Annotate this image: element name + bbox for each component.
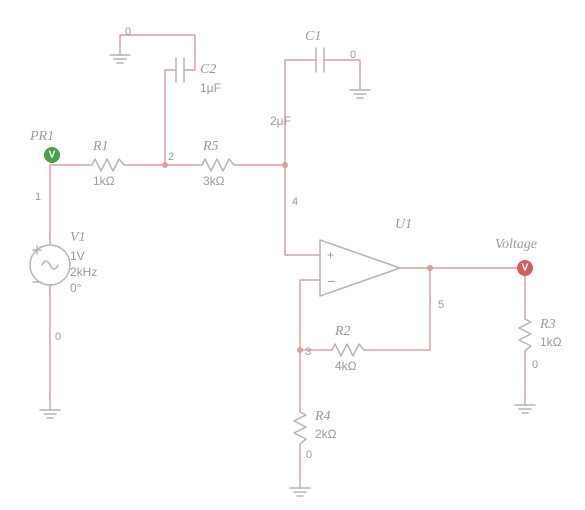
r5-name: R5 — [202, 139, 219, 154]
svg-text:0: 0 — [55, 331, 61, 343]
svg-text:V: V — [522, 263, 529, 274]
v1-val2: 2kHz — [70, 265, 97, 279]
v1-name: V1 — [70, 230, 86, 245]
c2-value: 1μF — [200, 81, 221, 95]
r1-name: R1 — [92, 139, 109, 154]
svg-text:5: 5 — [438, 299, 444, 311]
svg-text:0: 0 — [306, 449, 312, 461]
node-numbers: 0 1 2 0 4 0 5 3 0 0 — [35, 26, 538, 461]
svg-text:−: − — [327, 273, 335, 289]
source-v1: V1 1V 2kHz 0° — [30, 230, 97, 295]
r1-value: 1kΩ — [93, 174, 115, 188]
resistor-r5: R5 3kΩ — [198, 139, 238, 188]
opamp-u1: + − U1 — [320, 217, 412, 296]
svg-text:0: 0 — [350, 49, 356, 61]
pr1-label: PR1 — [29, 129, 54, 144]
capacitor-c1: C1 2μF — [270, 29, 324, 128]
svg-text:1: 1 — [35, 191, 41, 203]
c1-name: C1 — [305, 29, 321, 44]
svg-text:4: 4 — [292, 196, 298, 208]
capacitor-c2: C2 1μF — [176, 58, 221, 95]
svg-text:0: 0 — [532, 359, 538, 371]
probe-voltage: V Voltage — [495, 237, 537, 276]
junction-dots — [162, 162, 433, 353]
svg-text:V: V — [49, 150, 56, 161]
resistor-r2: R2 4kΩ — [328, 324, 368, 373]
r2-name: R2 — [334, 324, 351, 339]
r3-name: R3 — [539, 317, 556, 332]
r4-value: 2kΩ — [315, 427, 337, 441]
u1-name: U1 — [395, 217, 412, 232]
r3-value: 1kΩ — [540, 335, 562, 349]
r4-name: R4 — [314, 409, 331, 424]
svg-text:+: + — [327, 248, 334, 262]
svg-text:0: 0 — [125, 26, 131, 38]
grounds — [40, 45, 535, 496]
r2-value: 4kΩ — [335, 359, 357, 373]
svg-text:3: 3 — [305, 346, 311, 358]
svg-text:2: 2 — [168, 151, 174, 163]
resistor-r3: R3 1kΩ — [519, 315, 562, 355]
voltage-label: Voltage — [495, 237, 537, 252]
v1-val1: 1V — [70, 249, 85, 263]
wires — [50, 35, 525, 478]
c2-name: C2 — [200, 62, 216, 77]
resistor-r4: R4 2kΩ — [294, 408, 337, 448]
circuit-schematic: V1 1V 2kHz 0° R1 1kΩ R5 3kΩ C2 1μF C1 2μ… — [0, 0, 585, 510]
resistor-r1: R1 1kΩ — [88, 139, 128, 188]
v1-val3: 0° — [70, 281, 82, 295]
r5-value: 3kΩ — [203, 174, 225, 188]
probe-pr1: V PR1 — [29, 129, 60, 163]
c1-value: 2μF — [270, 114, 291, 128]
